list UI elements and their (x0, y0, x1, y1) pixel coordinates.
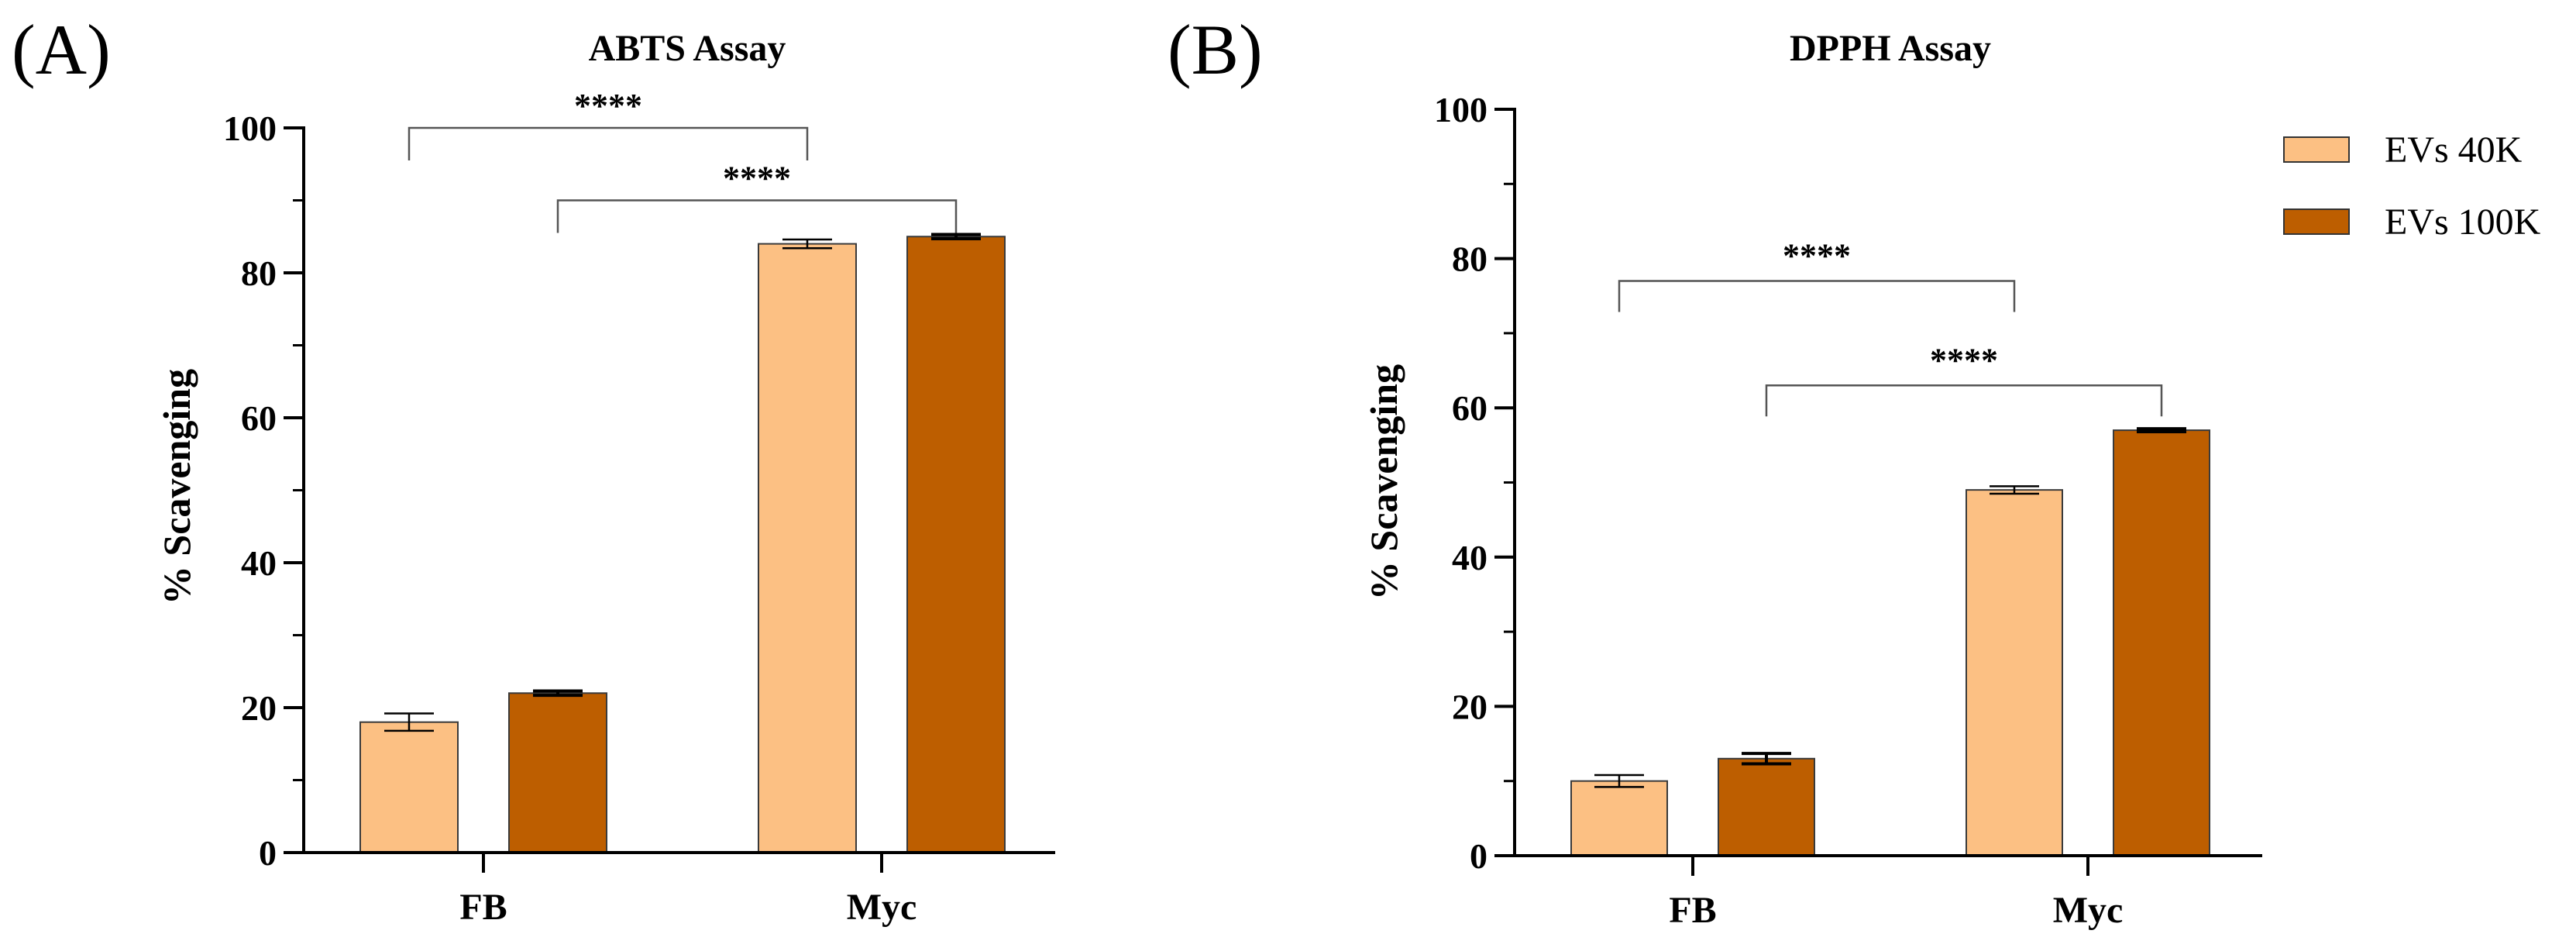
y-tick-label-100: 100 (1434, 90, 1487, 129)
x-category-label-myc: Myc (847, 887, 917, 928)
bar-fb-evs-100k (1718, 757, 1815, 856)
panel-label-b: (B) (1168, 10, 1263, 89)
significance-label-2: **** (1930, 341, 1998, 379)
panel-a-abts-chart: (A) ABTS Assay % Scavenging 0 20 40 60 80 100… (12, 10, 1055, 928)
legend-label-evs-40k: EVs 40K (2385, 129, 2523, 171)
x-category-label-fb: FB (1669, 890, 1716, 931)
bar-myc-evs-100k (906, 236, 1006, 853)
legend: EVs 40K EVs 100K (2283, 129, 2541, 243)
significance-label-1: **** (574, 87, 642, 125)
panel-label-a: (A) (12, 10, 111, 89)
y-tick-label-0: 0 (1470, 836, 1487, 876)
x-category-label-myc: Myc (2053, 890, 2124, 931)
bar-fb-evs-40k (1570, 780, 1668, 857)
y-tick-label-60: 60 (241, 398, 277, 438)
bar-fb-evs-40k (359, 721, 459, 854)
y-axis-label: % Scavenging (155, 369, 198, 605)
significance-label-1: **** (1783, 236, 1851, 274)
y-tick-label-20: 20 (1452, 687, 1487, 726)
chart-marks: 0 20 40 60 80 100 FB Myc **** **** (1434, 90, 2262, 931)
chart-title-abts: ABTS Assay (589, 28, 786, 69)
y-tick-label-20: 20 (241, 688, 277, 728)
y-tick-label-100: 100 (223, 109, 277, 148)
y-tick-label-80: 80 (241, 253, 277, 293)
chart-title-dpph: DPPH Assay (1790, 28, 1991, 69)
y-tick-label-80: 80 (1452, 239, 1487, 279)
legend-swatch-evs-100k (2283, 208, 2350, 235)
y-tick-label-0: 0 (259, 833, 277, 873)
chart-marks: 0 20 40 60 80 100 FB Myc **** **** (223, 87, 1055, 928)
bar-myc-evs-40k (1966, 489, 2063, 856)
significance-bracket-2 (1765, 384, 2163, 417)
bar-myc-evs-100k (2113, 429, 2210, 856)
significance-label-2: **** (723, 160, 791, 198)
legend-label-evs-100k: EVs 100K (2385, 202, 2541, 243)
bar-fb-evs-100k (508, 692, 607, 853)
y-tick-label-40: 40 (241, 543, 277, 583)
bar-myc-evs-40k (758, 243, 857, 854)
legend-swatch-evs-40k (2283, 136, 2350, 163)
significance-bracket-1 (1618, 280, 2016, 312)
y-tick-label-60: 60 (1452, 388, 1487, 428)
y-axis-label: % Scavenging (1362, 364, 1405, 600)
significance-bracket-2 (556, 199, 958, 233)
x-category-label-fb: FB (459, 887, 507, 928)
y-tick-label-40: 40 (1452, 538, 1487, 577)
panel-b-dpph-chart: (B) DPPH Assay % Scavenging 0 20 40 60 80 100… (1168, 10, 2541, 931)
significance-bracket-1 (408, 126, 809, 160)
